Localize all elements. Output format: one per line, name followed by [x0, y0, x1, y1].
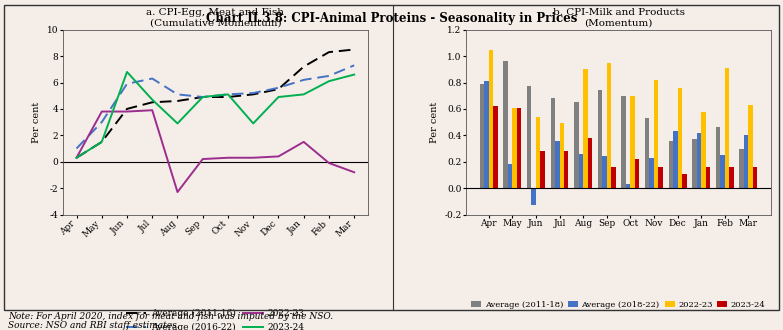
Bar [705, 167, 710, 188]
Bar [508, 164, 512, 188]
Bar [673, 131, 677, 188]
Bar [626, 184, 630, 188]
Bar [597, 90, 602, 188]
Legend: Average (2011-16), Average (2016-22), 2022-23, 2023-24: Average (2011-16), Average (2016-22), 20… [123, 306, 308, 330]
Bar [649, 158, 654, 188]
Bar [564, 151, 568, 188]
Bar [480, 84, 484, 188]
Bar [579, 154, 583, 188]
Y-axis label: Per cent: Per cent [32, 102, 41, 143]
Bar [517, 108, 521, 188]
Bar [697, 133, 701, 188]
Title: a. CPI-Egg, Meat and Fish
(Cumulative Momentum): a. CPI-Egg, Meat and Fish (Cumulative Mo… [146, 8, 284, 27]
Bar [540, 151, 545, 188]
Bar [622, 96, 626, 188]
Bar [512, 108, 517, 188]
Bar [536, 117, 540, 188]
Bar [527, 86, 532, 188]
Bar [645, 118, 649, 188]
Legend: Average (2011-18), Average (2018-22), 2022-23, 2023-24: Average (2011-18), Average (2018-22), 20… [468, 297, 769, 312]
Bar [677, 88, 682, 188]
Bar [555, 141, 560, 188]
Text: Note: For April 2020, index for meat and fish was imputed by the NSO.: Note: For April 2020, index for meat and… [8, 312, 333, 321]
Bar [602, 156, 607, 188]
Text: Chart II.3.8: CPI-Animal Proteins - Seasonality in Prices: Chart II.3.8: CPI-Animal Proteins - Seas… [206, 12, 577, 24]
Text: Source: NSO and RBI staff estimates.: Source: NSO and RBI staff estimates. [8, 321, 179, 330]
Bar [729, 167, 734, 188]
Bar [574, 102, 579, 188]
Bar [489, 50, 493, 188]
Bar [503, 61, 508, 188]
Bar [612, 167, 615, 188]
Bar [716, 127, 720, 188]
Bar [630, 96, 635, 188]
Title: b. CPI-Milk and Products
(Momentum): b. CPI-Milk and Products (Momentum) [553, 8, 684, 27]
Bar [669, 141, 673, 188]
Bar [744, 135, 749, 188]
Bar [739, 148, 744, 188]
Bar [560, 123, 564, 188]
Bar [682, 174, 687, 188]
Bar [587, 138, 592, 188]
Bar [725, 68, 729, 188]
Bar [701, 112, 705, 188]
Bar [532, 188, 536, 205]
Bar [583, 69, 587, 188]
Bar [635, 159, 639, 188]
Bar [484, 81, 489, 188]
Bar [654, 80, 659, 188]
Y-axis label: Per cent: Per cent [430, 102, 438, 143]
Bar [753, 167, 757, 188]
Bar [692, 139, 697, 188]
Bar [720, 155, 725, 188]
Bar [493, 106, 498, 188]
Bar [550, 98, 555, 188]
Bar [659, 167, 663, 188]
Bar [607, 63, 612, 188]
Bar [749, 105, 753, 188]
